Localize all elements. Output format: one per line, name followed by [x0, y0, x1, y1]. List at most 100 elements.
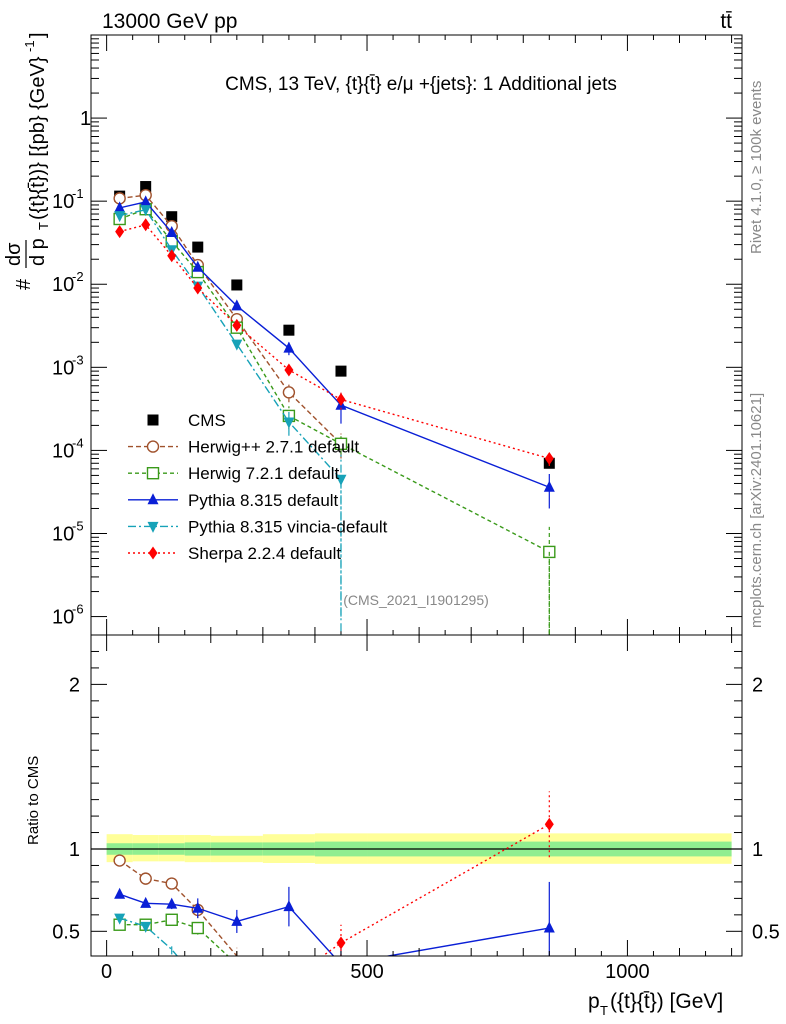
ratio-point — [192, 901, 204, 913]
y-tick-exponent: -1 — [72, 186, 84, 201]
ratio-uncertainty-band — [91, 833, 742, 864]
data-point — [336, 392, 346, 406]
ratio-point — [140, 921, 152, 933]
xlabel-p: p — [588, 990, 600, 1013]
legend-entry-cms: CMS — [147, 411, 226, 430]
data-point — [232, 318, 242, 332]
legend-entry-pythia-8-315-vincia-default: Pythia 8.315 vincia-default — [128, 517, 388, 536]
data-point — [231, 339, 243, 351]
data-point — [166, 225, 178, 237]
data-point — [334, 437, 348, 451]
y-tick-exponent: -2 — [72, 269, 84, 284]
ratio-point — [336, 936, 346, 950]
ratio-point — [114, 913, 126, 925]
y-tick-label: 1 — [80, 108, 91, 130]
ratio-y-tick-label: 1 — [69, 839, 80, 861]
series-line — [119, 208, 550, 553]
ratio-point — [114, 887, 126, 899]
ratio-y-tick-label-right: 1 — [752, 839, 763, 861]
ratio-point — [165, 913, 178, 926]
y-tick-exponent: -5 — [72, 518, 84, 533]
ylabel-close: ] — [27, 32, 49, 38]
ratio-axis-ticks: 0.5 0.5 1 1 2 2 0 500 1000 — [52, 635, 780, 983]
ratio-point — [283, 900, 295, 912]
y-tick-label: 10 — [52, 607, 74, 629]
y-tick-exponent: -4 — [72, 435, 84, 450]
legend-label: Herwig 7.2.1 default — [188, 464, 339, 483]
y-tick-label: 10 — [52, 523, 74, 545]
energy-label: 13000 GeV pp — [102, 10, 237, 33]
ratio-ylabel: Ratio to CMS — [25, 756, 42, 845]
legend-marker — [147, 493, 159, 505]
legend-entry-herwig-7-2-1-default: Herwig 7.2.1 default — [128, 464, 339, 483]
xlabel-rest: ({t}{t̄}) [GeV] — [610, 990, 723, 1013]
series-pythia-8-315-default — [114, 195, 555, 509]
process-label: tt̄ — [720, 10, 732, 33]
ratio-point — [544, 817, 554, 831]
mcplots-label: mcplots.cern.ch [arXiv:2401.10621] — [748, 393, 765, 628]
ylabel-exp: -1 — [22, 40, 37, 52]
legend-marker — [147, 521, 159, 533]
x-tick-label: 500 — [350, 961, 383, 983]
x-axis-label: p T ({t}{t̄}) [GeV] — [588, 990, 723, 1018]
legend-label: Pythia 8.315 vincia-default — [188, 517, 388, 536]
main-series — [113, 181, 556, 635]
data-point — [283, 324, 295, 336]
ylabel-numerator: dσ — [3, 242, 25, 266]
ratio-point — [165, 877, 178, 890]
ratio-series — [113, 791, 555, 956]
y-tick-label: 10 — [52, 274, 74, 296]
ylabel-denominator: d p — [27, 238, 49, 266]
watermark: (CMS_2021_I1901295) — [343, 592, 489, 608]
series-line — [119, 194, 342, 445]
data-point — [166, 211, 178, 223]
series-line — [119, 223, 550, 460]
data-point — [284, 363, 294, 377]
ylabel-rest: ({t}{t̄})} [{pb} {GeV} — [27, 56, 49, 220]
ratio-point — [166, 897, 178, 909]
data-point — [114, 211, 126, 223]
ratio-point — [140, 896, 152, 908]
legend-label: Pythia 8.315 default — [188, 491, 339, 510]
data-point — [114, 201, 126, 213]
legend-label: Sherpa 2.2.4 default — [188, 544, 341, 563]
y-tick-label: 10 — [52, 191, 74, 213]
ylabel-sub: T — [36, 222, 51, 230]
data-point — [192, 260, 204, 272]
data-point — [283, 341, 295, 353]
ratio-point — [139, 872, 152, 885]
data-point — [140, 205, 152, 217]
legend-marker — [146, 440, 160, 453]
data-point — [544, 451, 554, 465]
y-tick-label: 10 — [52, 357, 74, 379]
legend-entry-sherpa-2-2-4-default: Sherpa 2.2.4 default — [128, 544, 341, 563]
series-sherpa-2-2-4-default — [115, 218, 554, 466]
ratio-point — [113, 854, 126, 867]
main-title: CMS, 13 TeV, {t}{t̄} e/μ +{jets}: 1 Addi… — [225, 74, 617, 95]
data-point — [140, 195, 152, 207]
data-point — [141, 218, 151, 232]
ratio-line — [119, 893, 550, 956]
main-axis-ticks: 10-610-510-410-310-210-11 — [52, 35, 742, 635]
data-point — [167, 249, 177, 263]
main-ylabel: # dσ d p T ({t}{t̄})} [{pb} {GeV} -1 ] — [3, 32, 51, 290]
ratio-point — [543, 921, 555, 933]
x-tick-label: 0 — [101, 961, 112, 983]
legend: CMS Herwig++ 2.7.1 default Herwig 7.2.1 de… — [128, 411, 388, 563]
data-point — [282, 386, 296, 399]
ratio-series-sherpa-2-2-4-default — [321, 791, 554, 956]
legend-entry-pythia-8-315-default: Pythia 8.315 default — [128, 491, 339, 510]
legend-entry-herwig-2-7-1-default: Herwig++ 2.7.1 default — [128, 438, 359, 457]
series-herwig-7-2-1-default — [113, 203, 556, 635]
ratio-point — [231, 914, 243, 926]
data-point — [115, 225, 125, 239]
ratio-point — [191, 921, 204, 935]
ratio-y-tick-label: 2 — [69, 674, 80, 696]
rivet-label: Rivet 4.1.0, ≥ 100k events — [748, 81, 765, 254]
data-point — [543, 480, 555, 492]
ratio-frame — [90, 634, 743, 957]
data-point — [192, 241, 204, 253]
ratio-series-pythia-8-315-default — [114, 881, 555, 956]
data-point — [335, 365, 347, 377]
